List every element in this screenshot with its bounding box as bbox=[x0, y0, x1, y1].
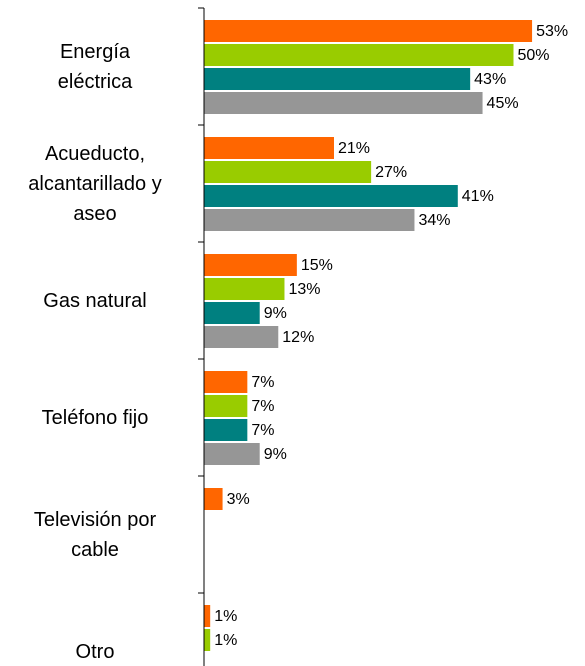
category-label: Teléfono fijo bbox=[41, 406, 149, 429]
bar bbox=[204, 185, 458, 207]
bar bbox=[204, 326, 279, 348]
bar bbox=[204, 68, 471, 90]
category-label: Acueducto, alcantarillado y aseo bbox=[28, 142, 162, 225]
bar bbox=[204, 395, 248, 417]
value-label: 53% bbox=[536, 23, 568, 40]
bar bbox=[204, 254, 297, 276]
bar bbox=[204, 44, 514, 66]
bar bbox=[204, 605, 211, 627]
value-label: 13% bbox=[288, 281, 320, 298]
value-label: 45% bbox=[487, 95, 519, 112]
value-label: 3% bbox=[227, 491, 250, 508]
bar bbox=[204, 419, 248, 441]
bar bbox=[204, 629, 211, 651]
bar bbox=[204, 302, 260, 324]
value-label: 34% bbox=[418, 212, 450, 229]
bar bbox=[204, 20, 533, 42]
value-label: 1% bbox=[214, 632, 237, 649]
value-label: 27% bbox=[375, 164, 407, 181]
bar bbox=[204, 161, 372, 183]
value-label: 50% bbox=[518, 47, 550, 64]
value-label: 7% bbox=[251, 374, 274, 391]
bar bbox=[204, 209, 415, 231]
category-label: Otro bbox=[75, 640, 115, 663]
bar bbox=[204, 278, 285, 300]
bar bbox=[204, 137, 334, 159]
bar bbox=[204, 92, 483, 114]
value-label: 1% bbox=[214, 608, 237, 625]
bar bbox=[204, 371, 248, 393]
value-label: 7% bbox=[251, 398, 274, 415]
bar bbox=[204, 488, 223, 510]
value-label: 12% bbox=[282, 329, 314, 346]
category-label: Televisión por cable bbox=[33, 508, 157, 561]
value-label: 15% bbox=[301, 257, 333, 274]
value-label: 43% bbox=[474, 71, 506, 88]
value-label: 7% bbox=[251, 422, 274, 439]
category-label: Gas natural bbox=[43, 289, 147, 312]
value-label: 9% bbox=[264, 305, 287, 322]
value-label: 21% bbox=[338, 140, 370, 157]
value-label: 9% bbox=[264, 446, 287, 463]
bar bbox=[204, 443, 260, 465]
value-label: 41% bbox=[462, 188, 494, 205]
category-label: Energía eléctrica bbox=[57, 40, 133, 93]
